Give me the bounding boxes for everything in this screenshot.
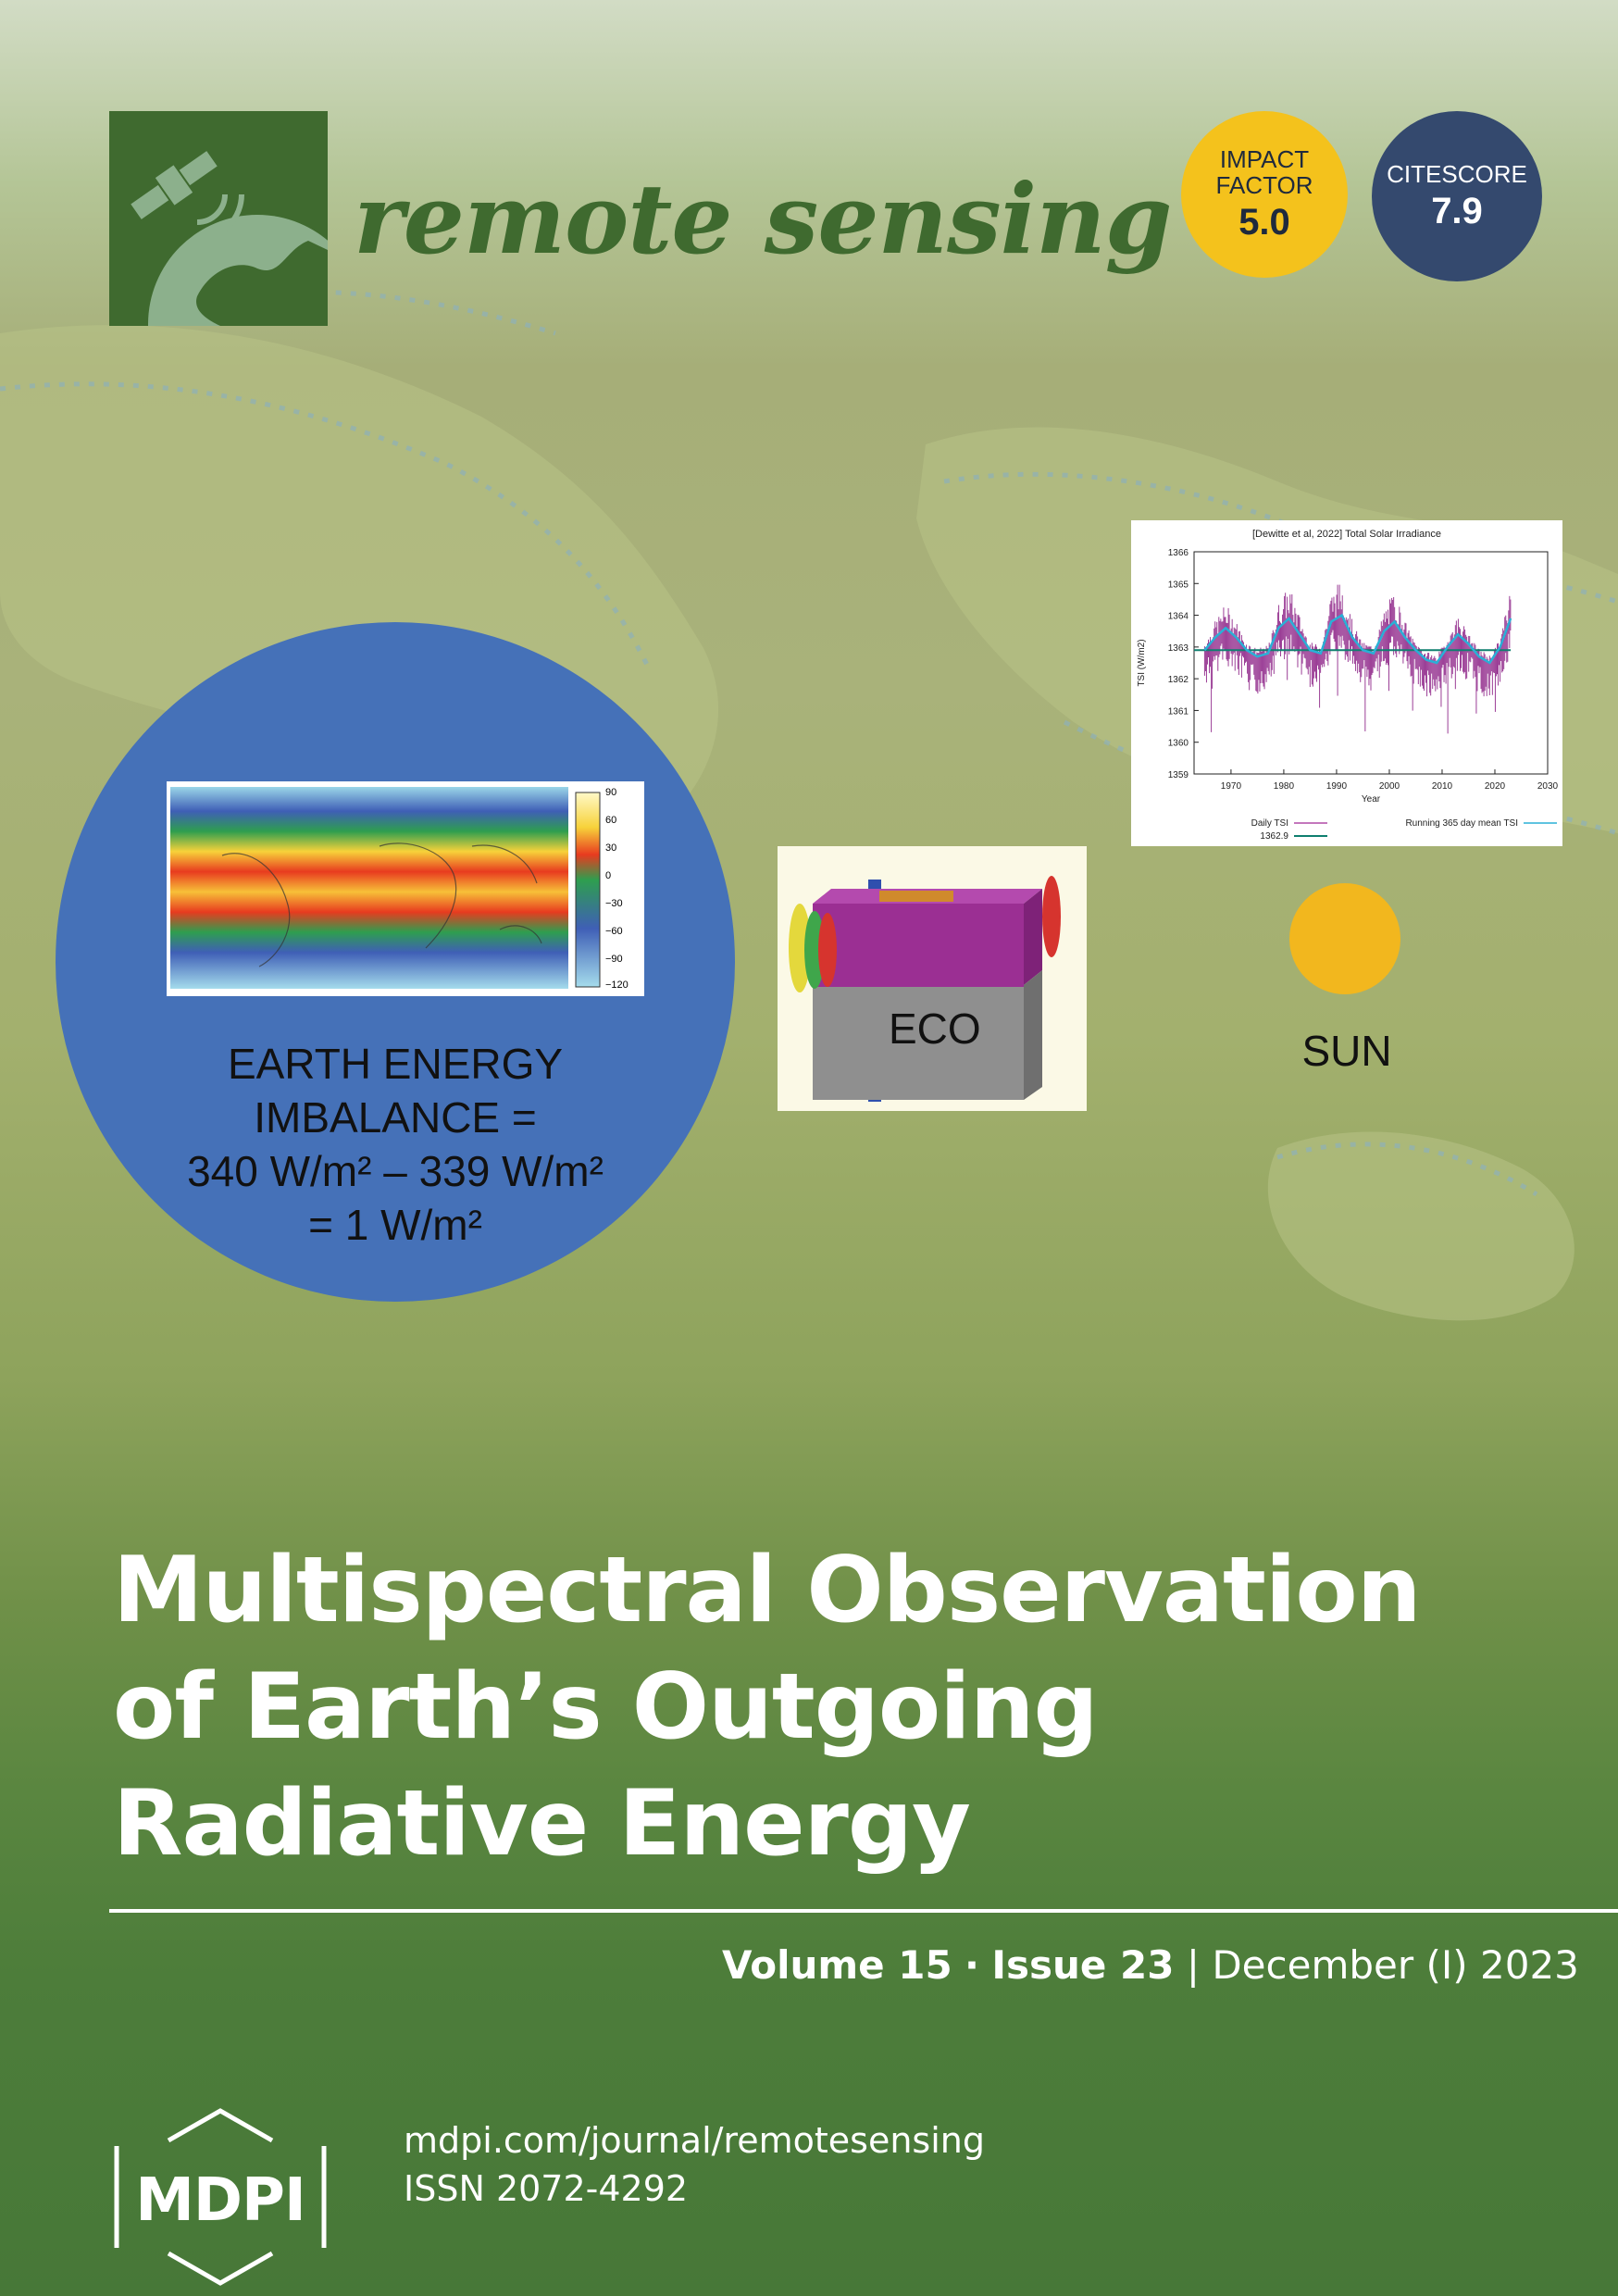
chart-title: [Dewitte et al, 2022] Total Solar Irradi… [1252,529,1441,540]
energy-imbalance-text: EARTH ENERGY IMBALANCE = 340 W/m² – 339 … [130,1037,661,1252]
title-line-1: Multispectral Observation [113,1538,1422,1643]
x-tick-label: 2010 [1432,781,1453,792]
colorbar-tick: −120 [605,980,629,991]
x-tick-label: 2000 [1379,781,1400,792]
y-tick-label: 1366 [1168,548,1189,558]
colorbar-tick: −60 [605,926,623,937]
legend-daily: Daily TSI [1251,818,1288,829]
tsi-chart-svg: [Dewitte et al, 2022] Total Solar Irradi… [1137,529,1559,842]
divider [109,1909,1618,1913]
eco-satellite-icon [789,876,1061,1102]
issn: ISSN 2072-4292 [404,2168,689,2209]
issue-date: December (I) 2023 [1212,1942,1579,1988]
title-line-2: of Earth’s Outgoing [113,1654,1099,1760]
eei-line-2: IMBALANCE = [254,1093,537,1142]
impact-value: 5.0 [1238,201,1290,243]
sun-label: SUN [1301,1027,1392,1075]
citescore-value: 7.9 [1431,190,1483,231]
colorbar-tick: −90 [605,954,623,965]
y-axis-label: TSI (W/m2) [1137,639,1147,686]
issue-info: Volume 15 · Issue 23 | December (I) 2023 [722,1942,1579,1988]
satellite-earth-icon [131,151,328,326]
colorbar-tick: 30 [605,842,617,854]
sun-icon [1289,883,1400,994]
y-tick-label: 1363 [1168,643,1189,654]
x-tick-label: 2020 [1485,781,1506,792]
running-mean-line [1203,613,1512,665]
y-tick-label: 1365 [1168,580,1189,590]
mdpi-logo: MDPI [104,2090,337,2296]
impact-factor-badge: IMPACT FACTOR 5.0 [1181,111,1348,278]
y-tick-label: 1364 [1168,612,1189,622]
impact-label-2: FACTOR [1215,170,1313,199]
tsi-chart: [Dewitte et al, 2022] Total Solar Irradi… [1131,520,1562,846]
x-tick-label: 2030 [1537,781,1559,792]
x-ticks: 1970 1980 1990 2000 2010 2020 2030 [1221,769,1559,792]
eei-line-1: EARTH ENERGY [227,1040,564,1088]
volume: Volume 15 [722,1942,952,1988]
x-tick-label: 1980 [1274,781,1295,792]
colorbar-tick: 90 [605,787,617,798]
citescore-badge: CITESCORE 7.9 [1372,111,1542,281]
mdpi-hexagon-icon [114,2108,327,2286]
y-tick-label: 1362 [1168,675,1189,685]
colorbar-tick: 60 [605,815,617,826]
eei-line-4: = 1 W/m² [308,1201,482,1249]
journal-url[interactable]: mdpi.com/journal/remotesensing [404,2120,985,2161]
journal-name: remote sensing [354,162,1173,276]
y-tick-label: 1361 [1168,706,1189,717]
impact-label-1: IMPACT [1219,144,1310,173]
x-tick-label: 1970 [1221,781,1242,792]
tsi-lines [1194,613,1512,665]
issue-number: Issue 23 [991,1942,1175,1988]
legend-const: 1362.9 [1260,831,1288,842]
journal-logo [109,111,328,326]
colorbar-tick: 0 [605,870,612,881]
publisher-name: MDPI [135,2166,306,2235]
issue-bar: | [1186,1942,1200,1988]
x-axis-label: Year [1362,794,1381,805]
legend-mean: Running 365 day mean TSI [1405,818,1518,829]
eco-satellite-panel: ECO [778,846,1087,1111]
colorbar-tick: −30 [605,898,623,909]
plot-frame [1193,551,1549,775]
title-line-3: Radiative Energy [113,1771,971,1877]
eei-line-3: 340 W/m² – 339 W/m² [187,1147,604,1195]
y-tick-label: 1360 [1168,739,1189,749]
y-ticks: 1359 1360 1361 1362 1363 1364 1365 1366 [1168,548,1199,780]
eco-label: ECO [889,1004,981,1053]
y-tick-label: 1359 [1168,770,1189,780]
citescore-label: CITESCORE [1387,159,1527,188]
daily-tsi-series [1203,584,1512,734]
x-tick-label: 1990 [1326,781,1348,792]
article-title: Multispectral Observation of Earth’s Out… [113,1532,1557,1882]
issue-sep: · [965,1942,980,1988]
radiation-heatmap: 90 60 30 0 −30 −60 −90 −120 [167,781,644,996]
colorbar-ticks: 90 60 30 0 −30 −60 −90 −120 [605,787,644,994]
